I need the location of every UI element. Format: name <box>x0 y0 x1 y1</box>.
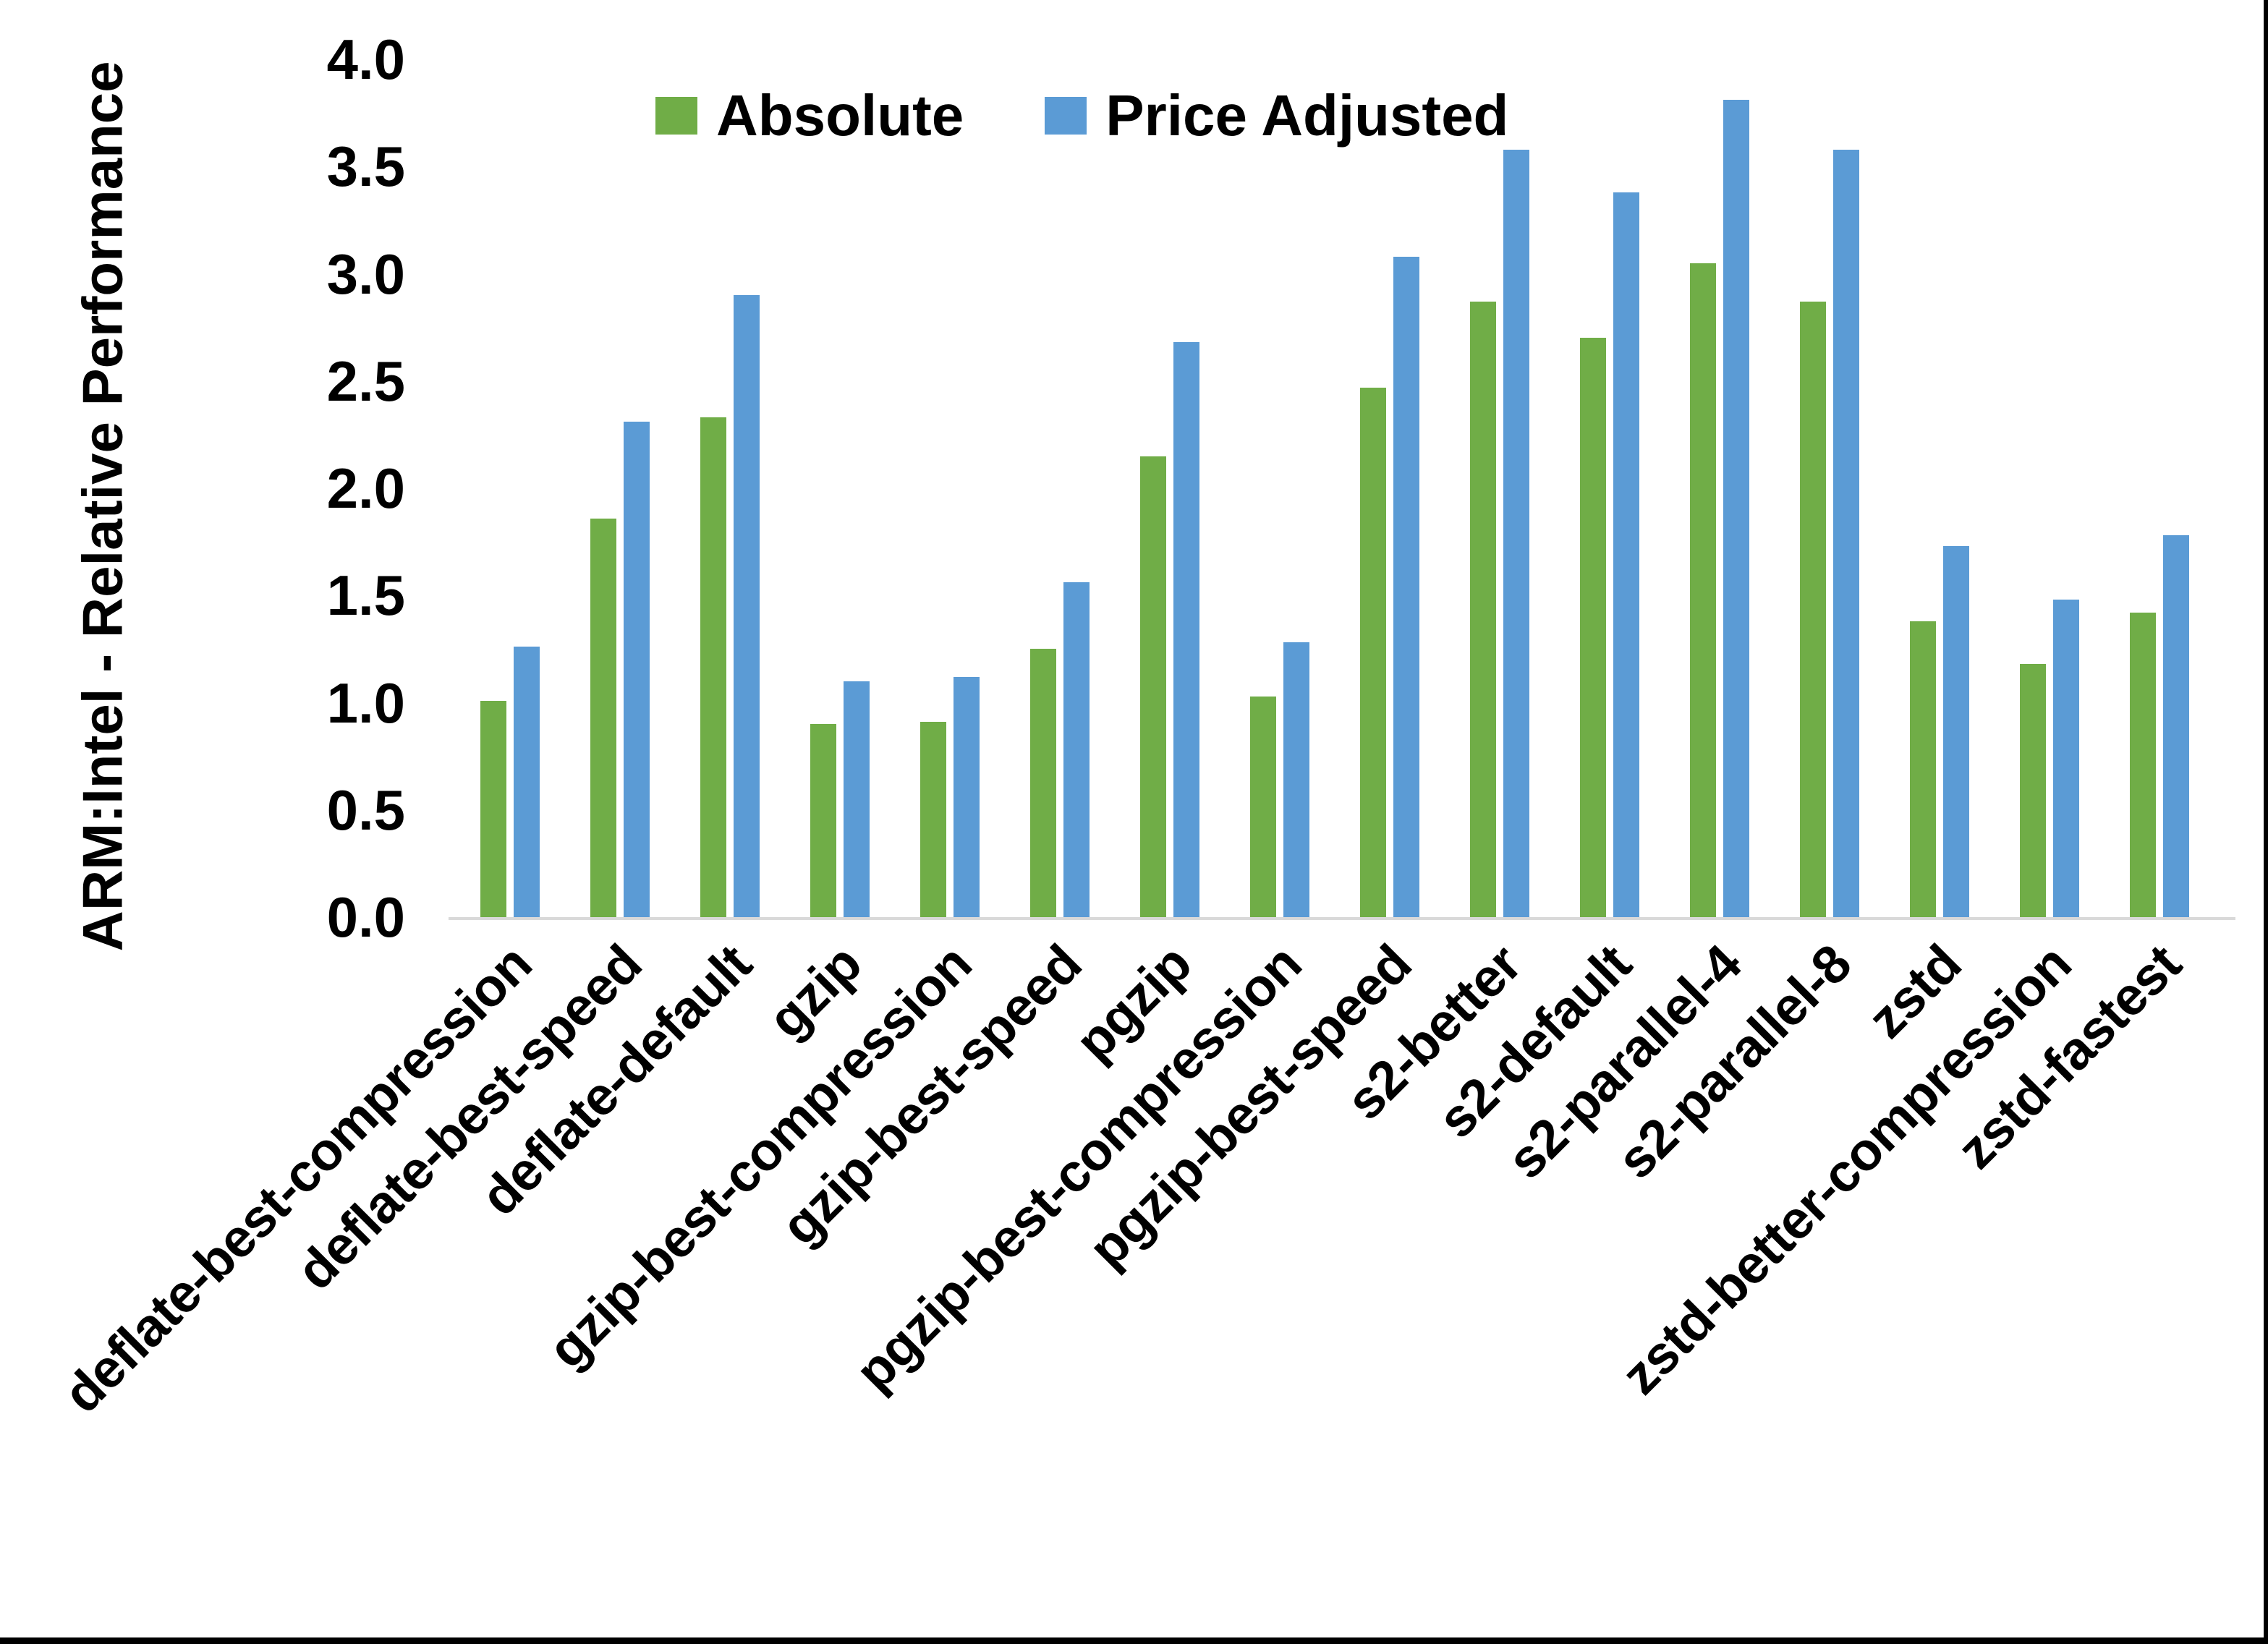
bar-price-adjusted-s2-better <box>1503 150 1529 917</box>
bar-price-adjusted-deflate-best-compression <box>514 647 540 917</box>
y-axis-title: ARM:Intel - Relative Performance <box>70 61 135 952</box>
legend-swatch-price-adjusted <box>1045 97 1087 135</box>
bar-price-adjusted-pgzip-best-speed <box>1393 257 1419 917</box>
bar-absolute-gzip-best-compression <box>920 722 946 917</box>
y-tick-label: 0.0 <box>326 885 405 949</box>
y-tick-label: 3.5 <box>326 135 405 199</box>
bar-absolute-zstd <box>1910 621 1936 917</box>
bar-absolute-gzip-best-speed <box>1030 649 1056 917</box>
bar-price-adjusted-gzip-best-compression <box>954 677 980 917</box>
bar-price-adjusted-s2-parallel-4 <box>1723 100 1749 917</box>
bar-price-adjusted-s2-parallel-8 <box>1833 150 1859 917</box>
bar-absolute-pgzip-best-compression <box>1250 697 1276 917</box>
bar-price-adjusted-gzip-best-speed <box>1063 582 1090 917</box>
bar-absolute-pgzip-best-speed <box>1360 388 1386 917</box>
bar-absolute-s2-parallel-4 <box>1690 263 1716 917</box>
bar-price-adjusted-deflate-best-speed <box>624 422 650 917</box>
y-tick-label: 2.5 <box>326 349 405 413</box>
legend-label-price-adjusted: Price Adjusted <box>1105 83 1509 148</box>
bar-absolute-s2-default <box>1580 338 1606 917</box>
screenshot-bottom-border <box>0 1637 2268 1644</box>
bar-absolute-pgzip <box>1140 456 1166 917</box>
y-tick-label: 3.0 <box>326 242 405 306</box>
bar-absolute-s2-parallel-8 <box>1800 302 1826 917</box>
bar-price-adjusted-pgzip <box>1173 342 1199 917</box>
x-axis-baseline <box>449 917 2235 920</box>
bar-price-adjusted-zstd-fastest <box>2163 535 2189 917</box>
bar-absolute-deflate-best-speed <box>590 519 616 917</box>
y-tick-label: 2.0 <box>326 456 405 520</box>
bar-price-adjusted-deflate-default <box>734 295 760 917</box>
bar-absolute-deflate-best-compression <box>480 701 506 917</box>
bar-price-adjusted-zstd <box>1943 546 1969 917</box>
bar-absolute-zstd-better-compression <box>2020 664 2046 917</box>
bar-price-adjusted-s2-default <box>1613 192 1639 917</box>
x-category-label-deflate-best-compression: deflate-best-compression <box>51 933 543 1424</box>
bar-absolute-zstd-fastest <box>2130 613 2156 917</box>
legend-swatch-absolute <box>655 97 697 135</box>
y-tick-label: 1.0 <box>326 670 405 735</box>
legend: Absolute Price Adjusted <box>655 83 1508 148</box>
bar-absolute-gzip <box>810 724 836 917</box>
y-tick-label: 4.0 <box>326 27 405 91</box>
screenshot-right-border <box>2264 0 2268 1644</box>
bar-absolute-deflate-default <box>700 417 726 917</box>
y-tick-label: 0.5 <box>326 778 405 842</box>
bar-absolute-s2-better <box>1470 302 1496 917</box>
bar-price-adjusted-gzip <box>844 681 870 917</box>
legend-label-absolute: Absolute <box>716 83 964 148</box>
bar-price-adjusted-pgzip-best-compression <box>1283 642 1309 917</box>
y-tick-label: 1.5 <box>326 563 405 628</box>
bar-price-adjusted-zstd-better-compression <box>2053 600 2079 917</box>
